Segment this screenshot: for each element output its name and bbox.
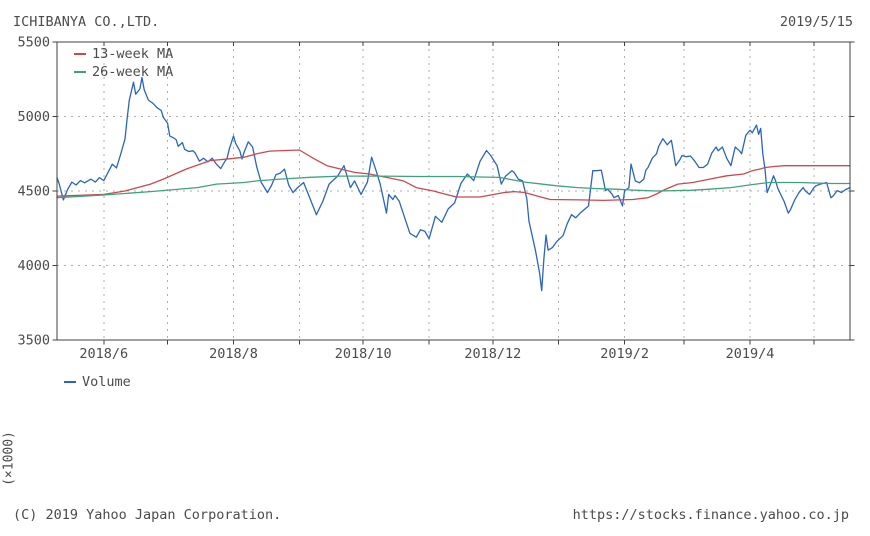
price-legend: 13-week MA 26-week MA <box>74 45 173 81</box>
x-tick-label: 2019/4 <box>726 346 775 362</box>
source-url: https://stocks.finance.yahoo.co.jp <box>572 507 849 523</box>
x-tick-label: 2018/8 <box>209 346 258 362</box>
ma13-line-icon <box>74 53 86 55</box>
y-tick-label: 4000 <box>17 258 50 274</box>
price-plot: 3500 4000 4500 5000 5500 2018/6 2018/8 2018/10 2… <box>17 35 855 362</box>
copyright-label: (C) 2019 Yahoo Japan Corporation. <box>13 507 282 523</box>
close-price-line <box>56 76 851 292</box>
legend-row-ma26: 26-week MA <box>74 63 173 81</box>
ma26-legend-label: 26-week MA <box>92 64 174 80</box>
date-label: 2019/5/15 <box>779 14 853 30</box>
x-tick-label: 2018/10 <box>335 346 392 362</box>
volume-line-icon <box>64 381 76 383</box>
y-tick-label: 3500 <box>17 333 50 349</box>
volume-legend-label: Volume <box>82 374 131 390</box>
x-tick-label: 2019/2 <box>600 346 649 362</box>
26-week MA-line <box>56 175 851 199</box>
y-tick-label: 5000 <box>17 109 50 125</box>
volume-unit-label: (×1000) <box>1 431 17 486</box>
legend-row-ma13: 13-week MA <box>74 45 173 63</box>
x-tick-label: 2018/12 <box>464 346 521 362</box>
page-title: ICHIBANYA CO.,LTD. <box>13 14 160 30</box>
ma13-legend-label: 13-week MA <box>92 46 174 62</box>
legend-row-volume: Volume <box>64 373 131 391</box>
x-tick-label: 2018/6 <box>79 346 128 362</box>
13-week MA-line <box>56 149 851 202</box>
volume-legend: Volume <box>64 373 131 391</box>
price-plot-border <box>56 41 851 341</box>
y-tick-label: 5500 <box>17 35 50 51</box>
y-tick-label: 4500 <box>17 184 50 200</box>
ma26-line-icon <box>74 71 86 73</box>
